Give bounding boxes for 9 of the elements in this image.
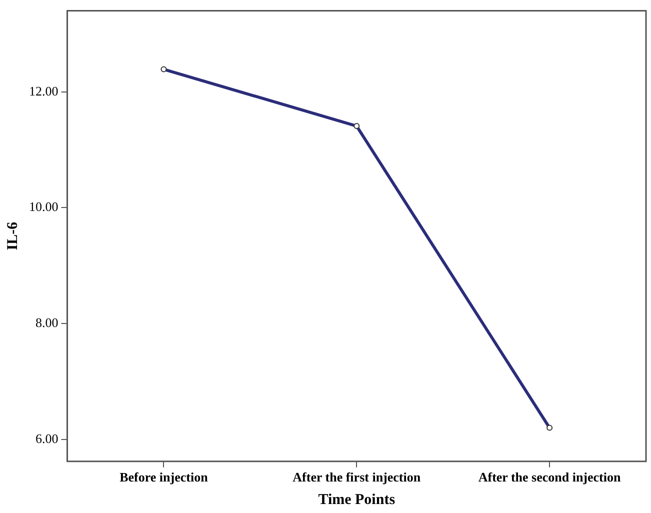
y-tick-label: 12.00 bbox=[29, 83, 58, 98]
y-tick-label: 10.00 bbox=[29, 199, 58, 214]
y-axis-title: IL-6 bbox=[4, 221, 21, 250]
y-tick-label: 6.00 bbox=[36, 430, 58, 446]
x-tick-label: Before injection bbox=[120, 470, 209, 485]
x-axis-title: Time Points bbox=[318, 492, 396, 508]
x-tick-label: After the second injection bbox=[478, 470, 622, 485]
x-tick-label: After the first injection bbox=[292, 470, 422, 485]
y-tick-label: 8.00 bbox=[36, 314, 58, 330]
